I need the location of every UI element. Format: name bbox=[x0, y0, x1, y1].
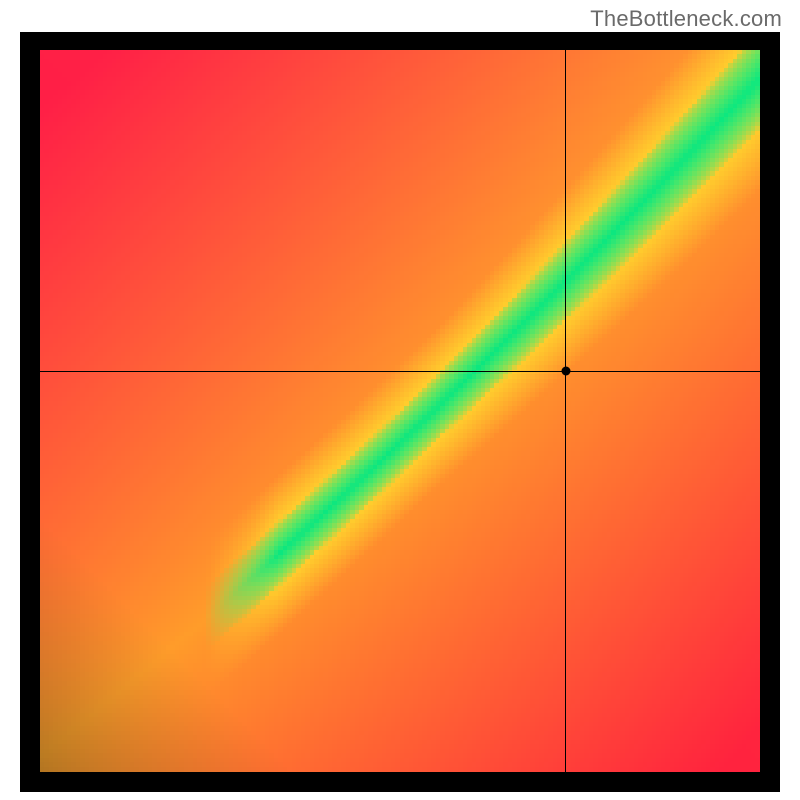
watermark-text: TheBottleneck.com bbox=[590, 6, 782, 32]
plot-area bbox=[40, 50, 760, 772]
chart-frame bbox=[20, 32, 780, 792]
heatmap-canvas bbox=[40, 50, 760, 772]
